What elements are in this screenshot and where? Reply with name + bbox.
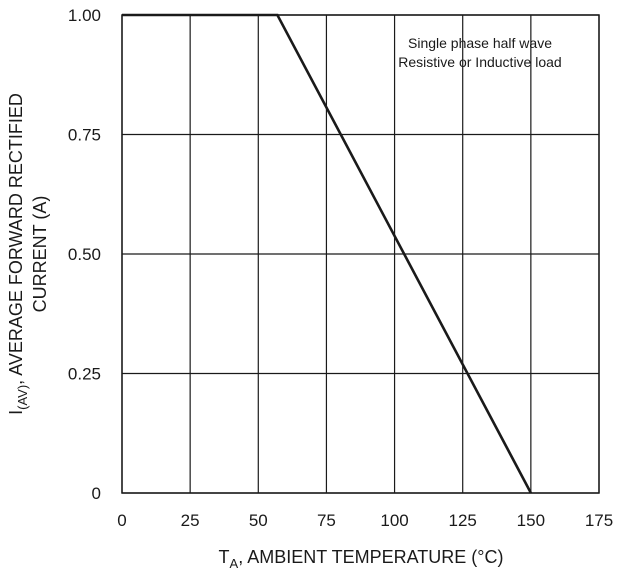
x-tick-label: 150 (517, 511, 545, 530)
y-axis-title-rest: , AVERAGE FORWARD RECTIFIED (6, 93, 26, 385)
x-axis-title-subscript: A (230, 556, 239, 571)
x-tick-label: 50 (249, 511, 268, 530)
x-tick-label: 100 (380, 511, 408, 530)
x-tick-label: 0 (117, 511, 126, 530)
y-tick-labels: 0 0.25 0.50 0.75 1.00 (68, 6, 101, 503)
x-axis-title-rest: , AMBIENT TEMPERATURE (°C) (238, 547, 503, 567)
y-tick-label: 0.25 (68, 365, 101, 384)
x-axis-title-main: T (219, 547, 230, 567)
y-tick-label: 1.00 (68, 6, 101, 25)
x-tick-label: 175 (585, 511, 613, 530)
annotation-line-2: Resistive or Inductive load (398, 54, 561, 70)
x-tick-label: 125 (449, 511, 477, 530)
annotation-line-1: Single phase half wave (408, 35, 552, 51)
y-tick-label: 0 (92, 484, 101, 503)
y-tick-label: 0.75 (68, 126, 101, 145)
x-tick-label: 25 (181, 511, 200, 530)
y-tick-label: 0.50 (68, 245, 101, 264)
x-tick-label: 75 (317, 511, 336, 530)
y-axis-title-subscript: (AV) (15, 385, 30, 410)
y-axis-title-line-2: CURRENT (A) (30, 196, 50, 313)
x-tick-labels: 0 25 50 75 100 125 150 175 (117, 511, 613, 530)
y-axis-title-line-1: I(AV), AVERAGE FORWARD RECTIFIED (6, 93, 30, 415)
y-axis-title: I(AV), AVERAGE FORWARD RECTIFIED CURRENT… (6, 93, 50, 415)
grid-lines (122, 15, 599, 493)
x-axis-title: TA, AMBIENT TEMPERATURE (°C) (219, 547, 504, 571)
